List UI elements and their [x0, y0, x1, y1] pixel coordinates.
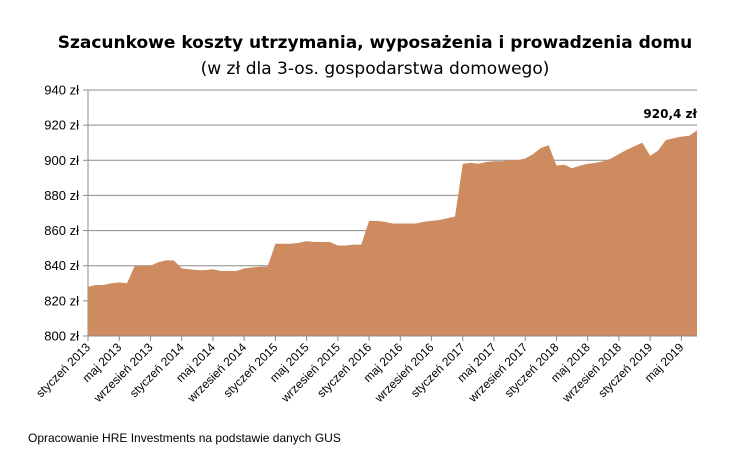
chart-subtitle: (w zł dla 3-os. gospodarstwa domowego)	[201, 59, 550, 79]
y-tick-label: 840 zł	[44, 258, 79, 273]
y-tick-label: 900 zł	[44, 153, 79, 168]
y-tick-label: 880 zł	[44, 188, 79, 203]
y-tick-label: 820 zł	[44, 293, 79, 308]
y-tick-label: 860 zł	[44, 223, 79, 238]
y-tick-label: 800 zł	[44, 329, 79, 344]
y-tick-label: 920 zł	[44, 118, 79, 133]
last-value-label: 920,4 zł	[643, 107, 697, 121]
y-axis: 800 zł 820 zł 840 zł 860 zł 880 zł 900 zł 920 …	[44, 83, 89, 344]
y-tick-label: 940 zł	[44, 83, 79, 98]
footnote: Opracowanie HRE Investments na podstawie…	[28, 431, 341, 445]
chart-title: Szacunkowe koszty utrzymania, wyposażeni…	[58, 33, 693, 53]
area-series	[88, 130, 697, 336]
